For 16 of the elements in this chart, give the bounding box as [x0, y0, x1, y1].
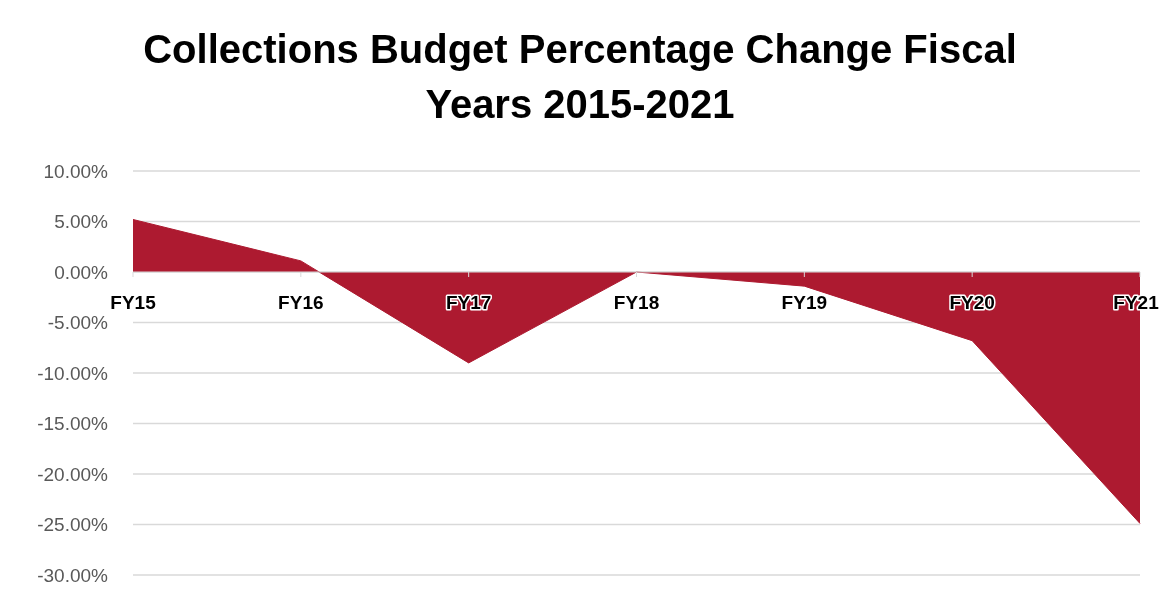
x-tick-label: FY15: [110, 292, 157, 313]
y-tick-label: -15.00%: [37, 413, 109, 435]
x-tick-label: FY19: [781, 292, 828, 313]
y-tick-label: 10.00%: [43, 160, 109, 182]
x-tick-label: FY16: [278, 292, 324, 313]
y-tick-label: -10.00%: [37, 362, 109, 384]
y-tick-label: 0.00%: [54, 261, 109, 283]
y-tick-label: 5.00%: [54, 211, 109, 233]
y-tick-label: -20.00%: [37, 463, 109, 485]
x-tick-label: FY17: [445, 292, 492, 313]
y-tick-label: -25.00%: [37, 514, 109, 536]
x-tick-label: FY20: [949, 292, 995, 313]
chart-title: Collections Budget Percentage Change Fiscal Years 2015-2021: [143, 27, 1017, 126]
y-tick-label: -5.00%: [47, 312, 109, 334]
x-tick-label: FY18: [613, 292, 660, 313]
y-tick-label: -30.00%: [37, 564, 109, 586]
